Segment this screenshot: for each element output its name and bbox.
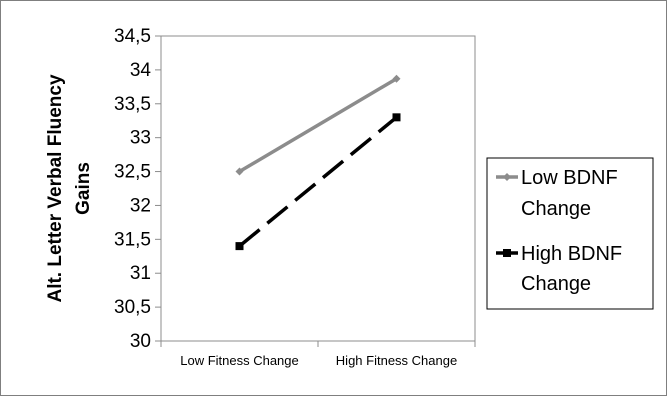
series-line-0 <box>238 77 398 174</box>
legend-label: Change <box>521 198 591 220</box>
data-point-marker <box>392 113 401 122</box>
y-tick-label: 33,5 <box>114 94 151 115</box>
data-point-marker <box>392 74 401 83</box>
data-point-marker <box>235 167 244 176</box>
legend-swatch-marker <box>503 249 511 257</box>
y-axis-title: Gains <box>73 162 94 215</box>
legend-swatch-marker <box>503 173 511 181</box>
y-tick-label: 30,5 <box>114 297 151 318</box>
x-tick-label: Low Fitness Change <box>180 353 299 368</box>
legend-label: Low BDNF <box>521 167 618 189</box>
y-tick-label: 32 <box>130 195 151 216</box>
series-line-1 <box>238 115 398 248</box>
y-tick-label: 31,5 <box>114 229 151 250</box>
y-tick-label: 34 <box>130 60 152 81</box>
y-tick-label: 34,5 <box>114 26 151 47</box>
x-tick-label: High Fitness Change <box>336 353 457 368</box>
legend-label: Change <box>521 273 591 295</box>
y-tick-label: 32,5 <box>114 162 151 183</box>
y-tick-label: 33 <box>130 128 151 149</box>
legend-label: High BDNF <box>521 243 622 265</box>
y-tick-label: 30 <box>130 331 151 352</box>
y-axis-title: Alt. Letter Verbal Fluency <box>45 74 66 302</box>
plot-area <box>160 35 476 342</box>
y-tick-label: 31 <box>130 263 151 284</box>
legend-box <box>486 157 654 310</box>
data-point-marker <box>235 242 244 251</box>
